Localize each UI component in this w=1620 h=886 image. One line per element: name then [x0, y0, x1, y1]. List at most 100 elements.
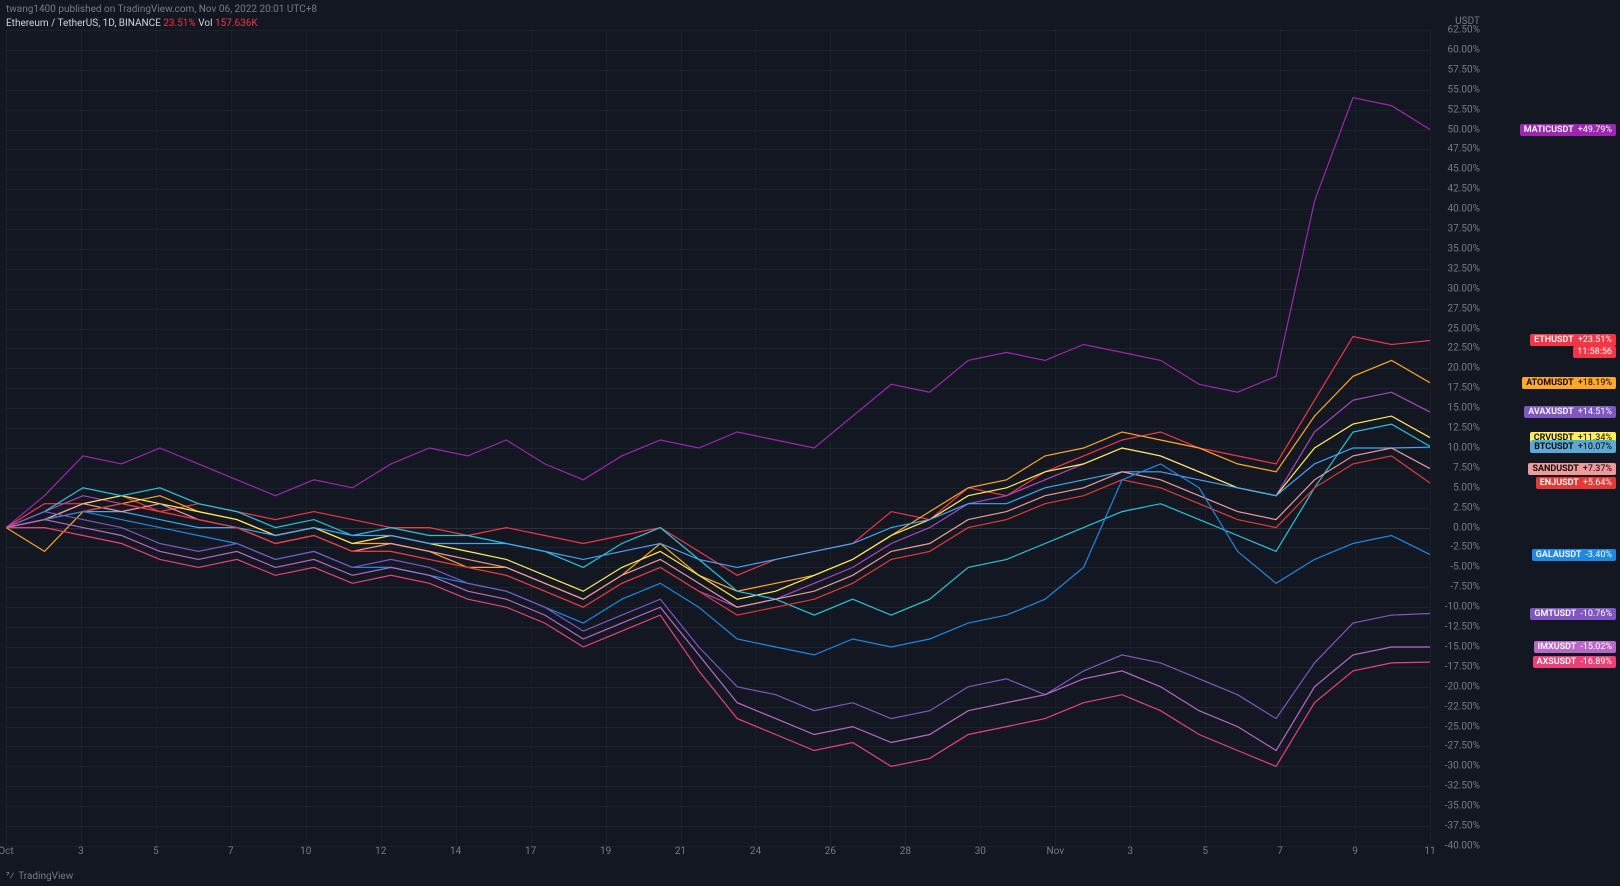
x-tick: 10	[300, 846, 311, 857]
series-line-btcusdt	[6, 447, 1430, 567]
y-tick: 37.50%	[1430, 224, 1480, 235]
y-tick: -25.00%	[1430, 721, 1480, 732]
series-label-pct: +18.19%	[1578, 378, 1612, 388]
series-label-sandusdt[interactable]: SANDUSDT +7.37%	[1528, 463, 1616, 475]
y-tick: 60.00%	[1430, 44, 1480, 55]
series-label-name: GALAUSDT	[1536, 550, 1582, 560]
series-label-axsusdt[interactable]: AXSUSDT-16.89%	[1533, 656, 1616, 668]
y-tick: -12.50%	[1430, 622, 1480, 633]
series-label-pct: -3.40%	[1585, 550, 1612, 560]
y-tick: 30.00%	[1430, 283, 1480, 294]
series-label-name: IMXUSDT	[1538, 642, 1577, 652]
x-tick: 14	[450, 846, 461, 857]
series-label-name: AXSUSDT	[1537, 657, 1577, 667]
series-line-gmtusdt	[6, 512, 1430, 719]
series-line-galausdt	[6, 464, 1430, 655]
series-label-name: MATICUSDT	[1524, 125, 1574, 135]
series-label-gmtusdt[interactable]: GMTUSDT -10.76%	[1530, 608, 1616, 620]
y-tick: -17.50%	[1430, 661, 1480, 672]
series-label-btcusdt[interactable]: BTCUSDT+10.07%	[1530, 441, 1616, 453]
series-line-maticusdt	[6, 98, 1430, 528]
y-tick: 47.50%	[1430, 144, 1480, 155]
x-tick: Nov	[1046, 846, 1064, 857]
y-tick: -5.00%	[1430, 562, 1480, 573]
y-tick: 12.50%	[1430, 423, 1480, 434]
x-tick: 5	[153, 846, 159, 857]
y-tick: -32.50%	[1430, 781, 1480, 792]
x-tick: 3	[78, 846, 84, 857]
y-tick: -40.00%	[1430, 841, 1480, 852]
y-tick: 27.50%	[1430, 303, 1480, 314]
symbol-line: Ethereum / TetherUS, 1D, BINANCE	[6, 18, 161, 29]
series-label-avaxusdt[interactable]: AVAXUSDT+14.51%	[1524, 406, 1616, 418]
y-tick: 40.00%	[1430, 204, 1480, 215]
y-tick: 2.50%	[1430, 502, 1480, 513]
series-label-name: BTCUSDT	[1534, 442, 1573, 452]
y-tick: 25.00%	[1430, 323, 1480, 334]
chart-area[interactable]	[6, 30, 1430, 846]
y-tick: 10.00%	[1430, 442, 1480, 453]
series-label-name: SANDUSDT	[1532, 464, 1578, 474]
y-tick: -22.50%	[1430, 701, 1480, 712]
series-label-pct: +14.51%	[1578, 407, 1612, 417]
footer: ⁷⁄ TradingView	[6, 871, 73, 882]
y-tick: 55.00%	[1430, 84, 1480, 95]
series-label-pct: -10.76%	[1580, 609, 1612, 619]
y-tick: 15.00%	[1430, 403, 1480, 414]
series-label-enjusdt[interactable]: ENJUSDT +5.64%	[1536, 477, 1616, 489]
x-tick: 9	[1352, 846, 1358, 857]
x-tick: 7	[1277, 846, 1283, 857]
series-label-imxusdt[interactable]: IMXUSDT-15.02%	[1534, 641, 1616, 653]
series-label-pct: +5.64%	[1583, 478, 1612, 488]
series-label-pct: +49.79%	[1578, 125, 1612, 135]
series-label-name: ETHUSDT	[1534, 335, 1574, 345]
x-tick: 17	[525, 846, 536, 857]
chart-lines	[6, 30, 1430, 846]
series-label-ethusdt[interactable]: ETHUSDT+23.51%	[1530, 334, 1616, 346]
y-tick: 32.50%	[1430, 263, 1480, 274]
series-label-pct: -15.02%	[1580, 642, 1612, 652]
y-tick: -35.00%	[1430, 801, 1480, 812]
publish-info: twang1400 published on TradingView.com, …	[6, 4, 317, 15]
x-tick: 7	[228, 846, 234, 857]
symbol-info: Ethereum / TetherUS, 1D, BINANCE 23.51% …	[6, 18, 258, 29]
y-tick: -7.50%	[1430, 582, 1480, 593]
y-tick: -2.50%	[1430, 542, 1480, 553]
series-label-pct: +7.37%	[1583, 464, 1612, 474]
x-tick: 19	[600, 846, 611, 857]
y-tick: 35.00%	[1430, 243, 1480, 254]
series-label-name: GMTUSDT	[1534, 609, 1576, 619]
series-line-solusdt	[6, 424, 1430, 615]
y-tick: 57.50%	[1430, 64, 1480, 75]
series-label-maticusdt[interactable]: MATICUSDT +49.79%	[1520, 124, 1616, 136]
x-tick: 24	[750, 846, 761, 857]
y-tick: -30.00%	[1430, 761, 1480, 772]
y-tick: 0.00%	[1430, 522, 1480, 533]
x-tick: 28	[900, 846, 911, 857]
series-label-name: ENJUSDT	[1540, 478, 1579, 488]
y-tick: 7.50%	[1430, 462, 1480, 473]
vol-label: Vol	[198, 18, 212, 29]
y-tick: 62.50%	[1430, 25, 1480, 36]
series-label-pct: -16.89%	[1580, 657, 1612, 667]
y-tick: -20.00%	[1430, 681, 1480, 692]
y-tick: -10.00%	[1430, 602, 1480, 613]
y-tick: 17.50%	[1430, 383, 1480, 394]
footer-brand: TradingView	[18, 871, 73, 882]
vol-value: 157.636K	[215, 18, 258, 29]
x-tick: 11	[1424, 846, 1435, 857]
y-tick: 20.00%	[1430, 363, 1480, 374]
series-line-enjusdt	[6, 456, 1430, 615]
y-tick: 22.50%	[1430, 343, 1480, 354]
series-label-galausdt[interactable]: GALAUSDT-3.40%	[1532, 549, 1616, 561]
y-tick: 5.00%	[1430, 482, 1480, 493]
x-tick: 3	[1127, 846, 1133, 857]
y-tick: 42.50%	[1430, 184, 1480, 195]
y-axis: USDT -40.00%-37.50%-35.00%-32.50%-30.00%…	[1430, 30, 1480, 846]
x-tick: 5	[1202, 846, 1208, 857]
series-label-atomusdt[interactable]: ATOMUSDT+18.19%	[1522, 377, 1616, 389]
symbol-value: 23.51%	[163, 18, 195, 29]
y-tick: 50.00%	[1430, 124, 1480, 135]
x-axis: Oct35710121417192124262830Nov357911	[6, 846, 1430, 864]
x-tick: 12	[375, 846, 386, 857]
